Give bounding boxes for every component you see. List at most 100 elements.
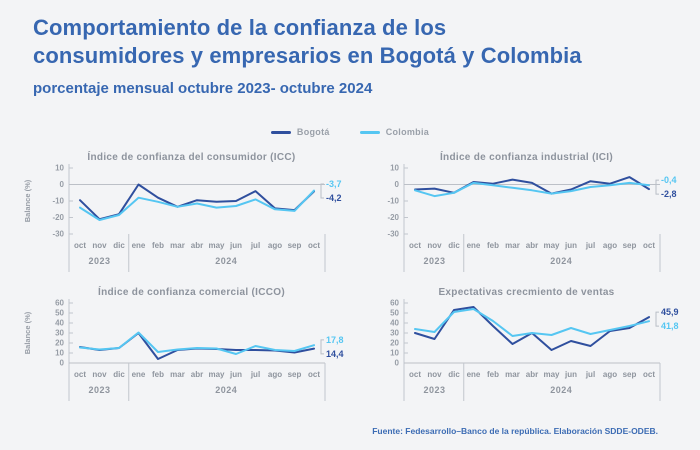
chart-consumer-confidence-icc: Índice de confianza del consumidor (ICC)… [18, 146, 363, 280]
month-label: jul [250, 241, 260, 250]
month-label: feb [487, 241, 499, 250]
month-label: may [543, 241, 560, 250]
y-axis-tick-label: 10 [390, 349, 399, 358]
colombia-line [414, 181, 650, 198]
colombia-line [79, 331, 315, 355]
end-label-bracket [655, 179, 659, 195]
y-axis-tick-label: 30 [390, 329, 399, 338]
chart-legend: Bogotá Colombia [0, 127, 700, 137]
month-label: jun [564, 241, 577, 250]
series-end-value: -3,7 [326, 179, 342, 189]
year-label: 2024 [215, 256, 237, 266]
month-label: nov [427, 370, 442, 379]
month-label: dic [113, 241, 125, 250]
chart-industrial-confidence-ici: Índice de confianza industrial (ICI) 10 0 -… [353, 146, 698, 280]
end-label-bracket [320, 339, 324, 355]
year-label: 2023 [423, 385, 445, 395]
y-axis-tick-label: 60 [55, 299, 64, 308]
month-label: may [208, 370, 225, 379]
year-label: 2023 [423, 256, 445, 266]
series-end-value: 14,4 [326, 349, 344, 359]
chart-canvas: Índice de confianza industrial (ICI) 10 0 -… [387, 150, 677, 272]
year-label: 2024 [550, 256, 572, 266]
month-label: mar [505, 370, 520, 379]
month-label: jul [585, 241, 595, 250]
month-label: oct [409, 241, 421, 250]
end-label-bracket [320, 183, 324, 199]
y-axis-tick-label: 20 [55, 339, 64, 348]
legend-item-bogota: Bogotá [270, 127, 330, 137]
colombia-line-swatch [359, 130, 380, 134]
month-label: abr [191, 241, 203, 250]
month-label: ago [268, 370, 282, 379]
y-axis-tick-label: 0 [60, 180, 65, 189]
page-title-line2: consumidores y empresarios en Bogotá y C… [33, 43, 582, 68]
month-label: oct [74, 241, 86, 250]
end-label-bracket [655, 311, 659, 327]
y-axis-tick-label: 40 [390, 319, 399, 328]
chart-canvas: Índice de confianza del consumidor (ICC)… [23, 150, 342, 272]
month-label: ago [603, 241, 617, 250]
month-label: ene [467, 370, 481, 379]
chart-commercial-confidence-icco: Índice de confianza comercial (ICCO) Bala… [18, 281, 363, 415]
month-label: nov [92, 241, 107, 250]
series-end-value: -0,4 [661, 175, 677, 185]
month-label: ene [132, 241, 146, 250]
month-label: oct [409, 370, 421, 379]
y-axis-tick-label: 50 [55, 309, 64, 318]
month-label: feb [152, 241, 164, 250]
year-label: 2023 [88, 385, 110, 395]
month-label: oct [308, 241, 320, 250]
series-end-value: -4,2 [326, 193, 342, 203]
y-axis-tick-label: -20 [387, 213, 399, 222]
month-label: mar [170, 370, 185, 379]
month-label: oct [643, 370, 655, 379]
bogota-line [79, 183, 315, 221]
month-label: abr [526, 370, 538, 379]
y-axis-tick-label: 40 [55, 319, 64, 328]
series-end-value: 17,8 [326, 335, 344, 345]
y-axis-tick-label: 20 [390, 339, 399, 348]
y-axis-tick-label: 50 [390, 309, 399, 318]
source-note: Fuente: Fedesarrollo–Banco de la repúbli… [372, 426, 658, 436]
month-label: jul [250, 370, 260, 379]
legend-item-colombia: Colombia [359, 127, 429, 137]
month-label: ene [132, 370, 146, 379]
month-label: ene [467, 241, 481, 250]
month-label: feb [152, 370, 164, 379]
colombia-line [79, 189, 315, 221]
month-label: dic [448, 370, 460, 379]
month-label: feb [487, 370, 499, 379]
month-label: sep [623, 241, 637, 250]
y-axis-tick-label: 30 [55, 329, 64, 338]
legend-label-bogota: Bogotá [296, 127, 330, 137]
y-axis-tick-label: -10 [387, 197, 399, 206]
bogota-line [79, 332, 315, 360]
month-label: sep [288, 241, 302, 250]
month-label: dic [113, 370, 125, 379]
page-subtitle: porcentaje mensual octubre 2023- octubre… [33, 80, 373, 97]
y-axis-tick-label: 10 [390, 164, 399, 173]
month-label: oct [308, 370, 320, 379]
y-axis-tick-label: 0 [395, 359, 400, 368]
month-label: jun [229, 241, 242, 250]
month-label: sep [623, 370, 637, 379]
series-end-value: 45,9 [661, 307, 679, 317]
year-label: 2023 [88, 256, 110, 266]
month-label: may [208, 241, 225, 250]
month-label: jul [585, 370, 595, 379]
month-label: oct [74, 370, 86, 379]
page-header: Comportamiento de la confianza de los co… [33, 14, 582, 97]
y-axis-tick-label: 0 [60, 359, 65, 368]
page-title: Comportamiento de la confianza de los co… [33, 14, 582, 70]
bogota-line-swatch [270, 130, 291, 134]
chart-canvas: Índice de confianza comercial (ICCO) Bala… [23, 285, 344, 401]
month-label: abr [526, 241, 538, 250]
month-label: mar [505, 241, 520, 250]
y-axis-tick-label: -30 [52, 230, 64, 239]
year-label: 2024 [215, 385, 237, 395]
month-label: nov [427, 241, 442, 250]
month-label: sep [288, 370, 302, 379]
month-label: abr [191, 370, 203, 379]
